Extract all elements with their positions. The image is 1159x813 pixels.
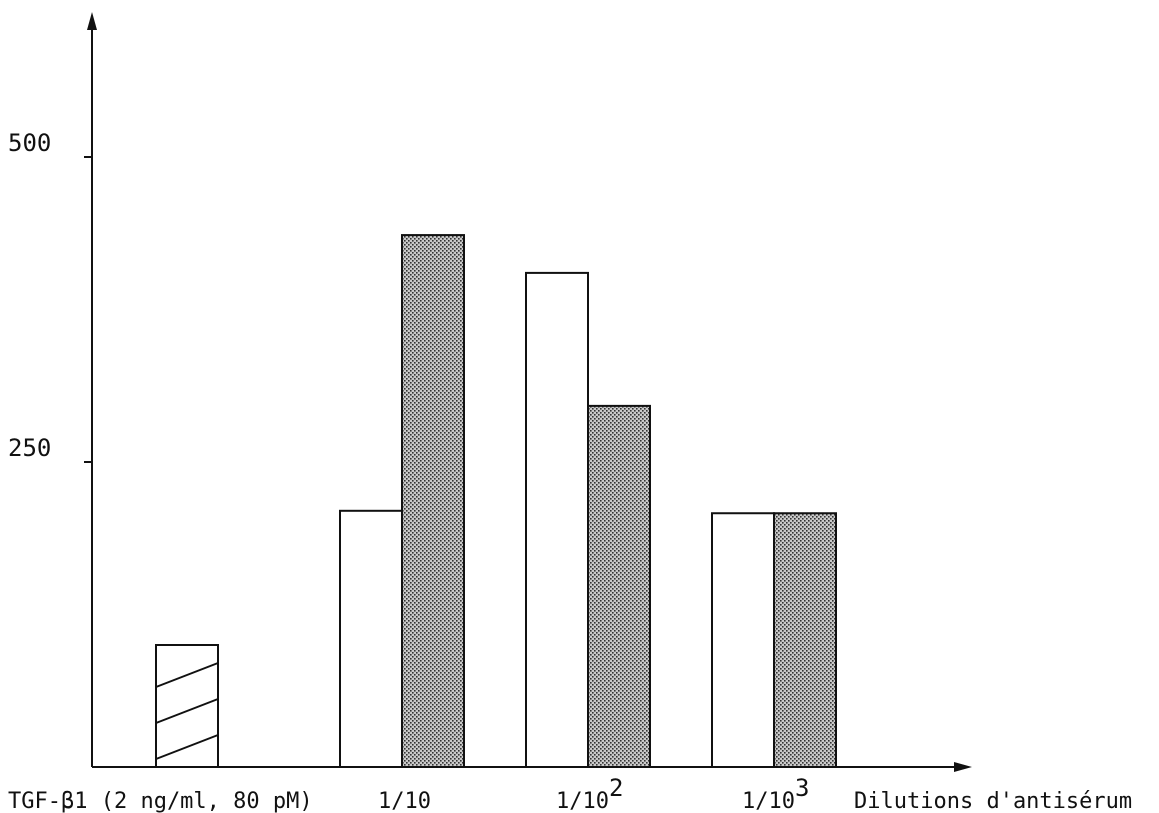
category-label-3-base: 1/10 [742, 789, 795, 813]
category-label-1: 1/10 [378, 789, 431, 813]
control-bar [155, 644, 219, 768]
x-axis-arrow-icon [954, 762, 972, 772]
y-tick-label-500: 500 [8, 129, 51, 157]
bars [155, 234, 837, 768]
category-label-3-sup: 3 [795, 774, 809, 802]
x-axis-label: Dilutions d'antisérum [854, 789, 1132, 813]
category-label-3: 1/103 [742, 774, 809, 813]
control-bar-hatch [155, 698, 219, 724]
bar-group-2 [525, 271, 651, 768]
control-bar-hatch [155, 734, 219, 760]
y-axis-arrow-icon [87, 12, 97, 30]
y-tick-label-250: 250 [8, 434, 51, 462]
y-ticks: 250 500 [8, 129, 92, 463]
category-label-1-base: 1/10 [378, 789, 431, 813]
bar-dotted-3 [773, 512, 837, 768]
bar-group-3 [711, 512, 837, 768]
control-bar-rect [155, 644, 219, 768]
control-bar-hatch [155, 662, 219, 688]
category-label-2-sup: 2 [609, 774, 623, 802]
bar-group-1 [339, 234, 465, 768]
bar-white-1 [339, 509, 403, 768]
bar-dotted-1 [401, 234, 465, 768]
bar-dotted-2 [587, 404, 651, 768]
category-label-2-base: 1/10 [556, 789, 609, 813]
category-label-2: 1/102 [556, 774, 623, 813]
x-labels: TGF-β1 (2 ng/ml, 80 pM) 1/10 1/102 1/103… [8, 774, 1132, 813]
control-bar-label: TGF-β1 (2 ng/ml, 80 pM) [8, 789, 313, 813]
bar-white-3 [711, 512, 775, 768]
bar-white-2 [525, 271, 589, 768]
